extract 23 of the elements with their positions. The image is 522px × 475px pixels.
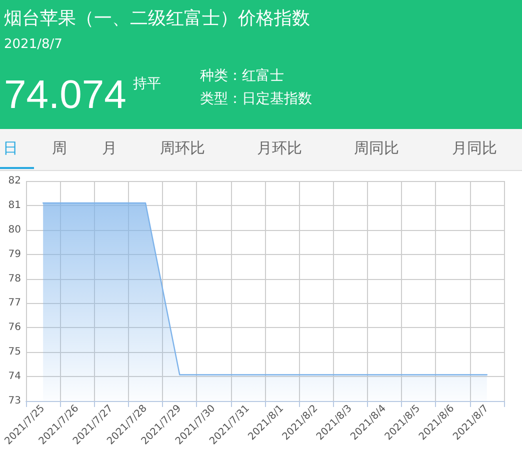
- text: 月同比: [452, 138, 497, 158]
- y-tick-label: 74: [8, 371, 21, 382]
- y-tick-label: 76: [8, 322, 21, 334]
- text: 74.074: [4, 73, 126, 117]
- text: 周同比: [354, 138, 399, 158]
- chart-subtitle: 2021/8/7: [4, 37, 62, 53]
- text: 周: [52, 138, 67, 158]
- chart-title: 烟台苹果（一、二级红富士）价格指数: [4, 8, 310, 30]
- y-tick-label: 77: [8, 298, 21, 309]
- text: 日: [0, 138, 34, 169]
- y-tick-label: 75: [8, 346, 21, 358]
- text: 种类：红富士: [200, 68, 284, 85]
- y-tick-label: 79: [8, 248, 21, 260]
- y-tick-label: 73: [8, 396, 21, 406]
- text: 周环比: [160, 138, 205, 158]
- y-tick-label: 80: [8, 224, 21, 236]
- y-tick-label: 82: [8, 176, 21, 186]
- y-tick-label: 81: [8, 200, 21, 211]
- text: 月环比: [257, 138, 302, 158]
- text: 持平: [133, 76, 161, 93]
- text: 类型：日定基指数: [200, 91, 312, 108]
- y-tick-label: 78: [8, 273, 21, 284]
- text: 月: [102, 138, 117, 158]
